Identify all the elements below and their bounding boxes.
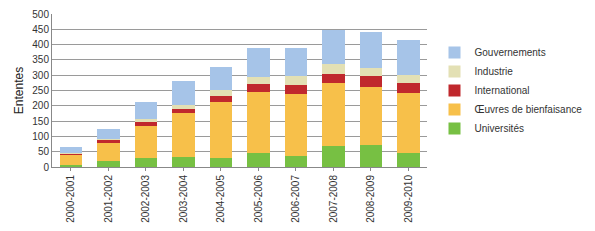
svg-text:300: 300 (32, 70, 49, 81)
svg-text:2000-2001: 2000-2001 (65, 175, 76, 223)
svg-text:250: 250 (32, 85, 49, 96)
svg-text:2005-2006: 2005-2006 (253, 175, 264, 223)
svg-text:100: 100 (32, 131, 49, 142)
svg-text:2008-2009: 2008-2009 (365, 175, 376, 223)
svg-text:2002-2003: 2002-2003 (140, 175, 151, 223)
svg-text:International: International (475, 85, 530, 96)
svg-text:2009-2010: 2009-2010 (403, 175, 414, 223)
svg-text:2006-2007: 2006-2007 (290, 175, 301, 223)
svg-text:0: 0 (43, 162, 49, 173)
svg-text:2003-2004: 2003-2004 (178, 175, 189, 223)
svg-text:Œuvres de bienfaisance: Œuvres de bienfaisance (475, 104, 583, 115)
svg-text:Ententes: Ententes (12, 67, 26, 114)
svg-text:50: 50 (38, 146, 50, 157)
svg-text:400: 400 (32, 39, 49, 50)
svg-text:2004-2005: 2004-2005 (215, 175, 226, 223)
svg-text:500: 500 (32, 9, 49, 20)
svg-text:350: 350 (32, 54, 49, 65)
svg-text:2007-2008: 2007-2008 (328, 175, 339, 223)
svg-text:2001-2002: 2001-2002 (103, 175, 114, 223)
svg-text:450: 450 (32, 24, 49, 35)
svg-text:200: 200 (32, 100, 49, 111)
svg-text:150: 150 (32, 116, 49, 127)
svg-text:Gouvernements: Gouvernements (475, 47, 546, 58)
svg-text:Industrie: Industrie (475, 66, 514, 77)
svg-text:Universités: Universités (475, 123, 524, 134)
